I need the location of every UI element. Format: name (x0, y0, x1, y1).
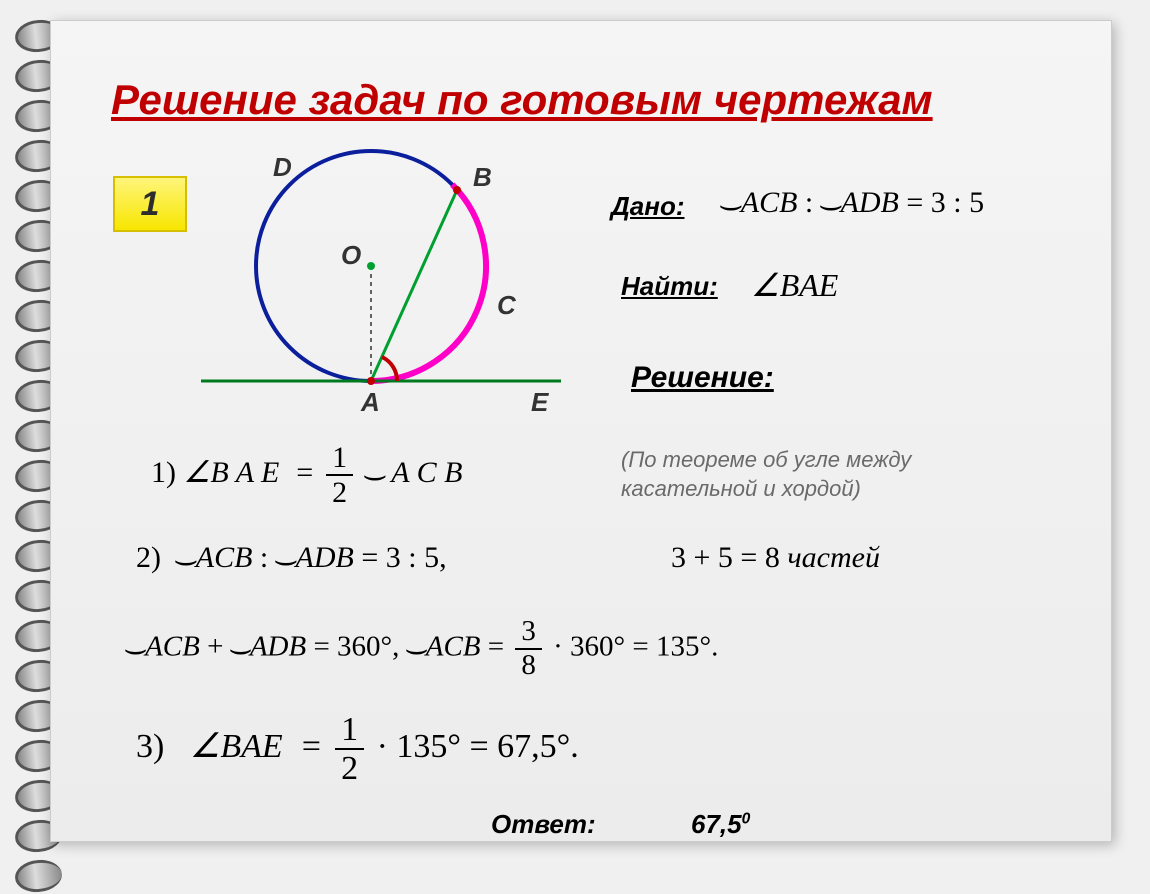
given-label: Дано: (611, 191, 684, 222)
given-expression: ⌣ACB : ⌣ADB = 3 : 5 (721, 186, 984, 220)
step1-frac-den: 2 (326, 476, 353, 509)
step-2a: 2) ⌣ACB : ⌣ADB = 3 : 5, (136, 541, 447, 575)
theorem-note: (По теореме об угле между касательной и … (621, 446, 911, 503)
label-b: B (473, 162, 492, 192)
page-title: Решение задач по готовым чертежам (111, 76, 933, 124)
answer-label: Ответ: (491, 809, 596, 840)
point-b (453, 186, 461, 194)
step-1: 1) ∠B A E = 12 ⌣ A C B (151, 441, 462, 509)
step1-frac-num: 1 (326, 441, 353, 476)
solution-label: Решение: (631, 361, 774, 395)
page-background: Решение задач по готовым чертежам 1 O A … (50, 20, 1112, 842)
problem-number-badge: 1 (113, 176, 187, 232)
step-2c: ⌣ACB + ⌣ADB = 360°, ⌣ACB = 38 · 360° = 1… (126, 616, 718, 682)
step-2b: 3 + 5 = 8 частей (671, 541, 880, 575)
label-c: C (497, 290, 517, 320)
point-a (367, 377, 375, 385)
answer-value: 67,50 (691, 809, 750, 840)
answer-degree: 0 (742, 810, 751, 827)
step3-frac-num: 1 (335, 711, 364, 750)
label-o: O (341, 240, 361, 270)
geometry-diagram: O A B C D E (201, 136, 571, 426)
note-line-1: (По теореме об угле между (621, 447, 911, 472)
note-line-2: касательной и хордой) (621, 476, 861, 501)
arc-acb (371, 185, 486, 381)
find-label: Найти: (621, 271, 718, 302)
label-a: A (360, 387, 380, 417)
answer-number: 67,5 (691, 809, 742, 839)
point-o (367, 262, 375, 270)
step3-frac-den: 2 (335, 750, 364, 787)
step-3: 3) ∠BAE = 12 · 135° = 67,5°. (136, 711, 579, 788)
step2-frac-den: 8 (515, 650, 542, 682)
step2-frac-num: 3 (515, 616, 542, 650)
find-expression: ∠BAE (751, 266, 838, 304)
label-d: D (273, 152, 292, 182)
label-e: E (531, 387, 549, 417)
